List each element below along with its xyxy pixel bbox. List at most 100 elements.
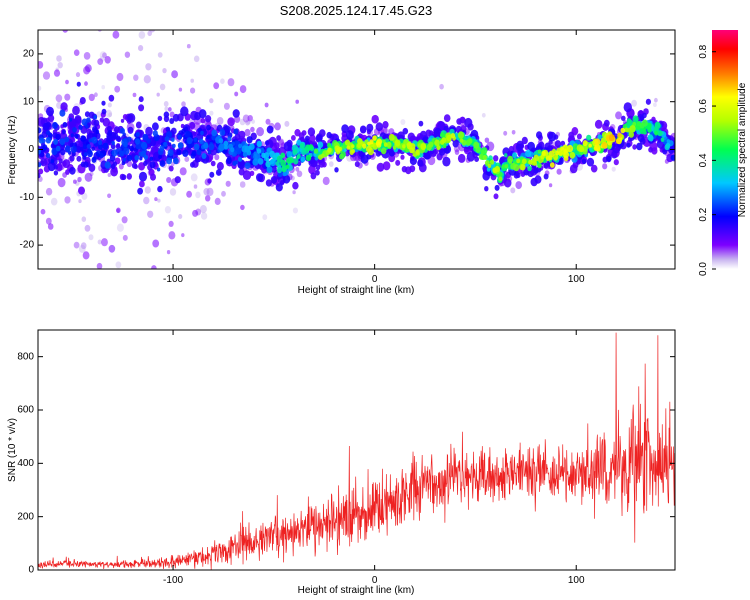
spectrogram-cell	[636, 142, 643, 151]
spectrogram-cell	[369, 139, 374, 145]
spectrogram-cell	[177, 134, 182, 140]
spectrogram-cell	[457, 131, 465, 139]
spectrogram-cell	[549, 162, 555, 168]
spectrogram-cell	[621, 115, 626, 122]
spectrogram-cell	[55, 133, 61, 141]
spectrogram-cell	[38, 127, 42, 134]
spectrogram-cell	[76, 11, 82, 18]
spectrogram-cell	[664, 144, 670, 151]
spectrogram-cell	[98, 143, 103, 150]
spectrogram-cell	[77, 176, 82, 183]
spectrogram-cell	[159, 83, 166, 91]
spectrogram-cell	[654, 131, 659, 136]
spectrogram-cell	[292, 190, 296, 195]
snr-background	[38, 330, 675, 570]
spectrogram-cell	[246, 136, 253, 144]
spectrogram-cell	[530, 177, 538, 187]
spectrogram-cell	[409, 165, 416, 173]
spectrogram-cell	[261, 152, 266, 158]
spectrogram-cell	[149, 156, 154, 161]
spectrogram-cell	[69, 166, 76, 175]
spectrogram-cell	[388, 133, 395, 141]
spectrogram-cell	[563, 148, 568, 154]
spectrogram-cell	[455, 125, 462, 134]
spectrogram-cell	[232, 160, 237, 166]
spectrogram-ytick-label: -10	[20, 192, 35, 203]
spectrogram-cell	[579, 146, 585, 153]
spectrogram-cell	[632, 115, 639, 123]
spectrogram-cell	[376, 162, 385, 172]
spectrogram-cell	[286, 157, 292, 164]
spectrogram-cell	[145, 126, 153, 136]
spectrogram-cell	[206, 135, 210, 140]
spectrogram-cell	[78, 199, 82, 204]
spectrogram-cell	[628, 131, 634, 138]
spectrogram-cell	[102, 117, 111, 127]
spectrogram-cell	[70, 133, 74, 138]
spectrogram-cell	[168, 220, 174, 227]
spectrogram-cell	[558, 150, 564, 157]
spectrogram-cell	[91, 146, 95, 151]
spectrogram-cell	[227, 136, 232, 142]
spectrogram-cell	[171, 70, 179, 79]
spectrogram-cell	[53, 170, 59, 176]
spectrogram-cell	[545, 155, 551, 161]
spectrogram-cell	[639, 115, 645, 122]
spectrogram-cell	[198, 109, 207, 119]
spectrogram-cell	[157, 115, 163, 122]
spectrogram-cell	[230, 147, 235, 153]
spectrogram-cell	[341, 124, 349, 133]
spectrogram-cell	[126, 154, 133, 162]
spectrogram-cell	[511, 130, 516, 135]
spectrogram-cell	[52, 122, 58, 129]
spectrogram-cell	[156, 167, 161, 172]
spectrogram-cell	[478, 153, 484, 160]
spectrogram-cell	[123, 147, 130, 155]
spectrogram-cell	[310, 172, 317, 180]
spectrogram-cell	[116, 223, 124, 232]
spectrogram-cell	[344, 139, 351, 146]
spectrogram-cell	[521, 136, 528, 145]
spectrogram-cell	[474, 156, 479, 162]
spectrogram-cell	[240, 204, 245, 211]
spectrogram-cell	[280, 152, 286, 159]
spectrogram-cell	[45, 152, 51, 159]
spectrogram-cell	[152, 239, 160, 248]
spectrogram-heat	[38, 11, 675, 301]
spectrogram-cell	[89, 296, 94, 301]
spectrogram-cell	[326, 131, 332, 139]
spectrogram-cell	[418, 120, 424, 127]
spectrogram-cell	[238, 143, 243, 149]
snr-xtick-label: -100	[163, 575, 183, 586]
spectrogram-cell	[99, 152, 104, 159]
spectrogram-cell	[608, 134, 615, 142]
spectrogram-cell	[256, 173, 264, 182]
snr-ytick-label: 600	[17, 405, 34, 416]
spectrogram-cell	[265, 157, 270, 162]
spectrogram-cell	[143, 154, 148, 160]
spectrogram-cell	[73, 49, 80, 56]
spectrogram-cell	[107, 102, 112, 108]
spectrogram-cell	[219, 129, 226, 136]
spectrogram-cell	[116, 72, 124, 82]
spectrogram-cell	[284, 120, 290, 127]
spectrogram-cell	[164, 136, 170, 142]
spectrogram-cell	[602, 163, 608, 170]
spectrogram-cell	[632, 144, 637, 150]
spectrogram-cell	[244, 128, 251, 137]
spectrogram-ylabel: Frequency (Hz)	[7, 116, 18, 185]
spectrogram-cell	[503, 178, 512, 188]
spectrogram-cell	[456, 118, 462, 125]
spectrogram-cell	[354, 161, 360, 168]
spectrogram-cell	[365, 145, 372, 153]
spectrogram-cell	[220, 78, 225, 84]
spectrogram-cell	[275, 161, 280, 167]
spectrogram-cell	[55, 94, 63, 103]
spectrogram-cell	[242, 114, 250, 123]
spectrogram-cell	[145, 63, 152, 71]
spectrogram-cell	[400, 154, 405, 160]
spectrogram-cell	[193, 184, 198, 189]
spectrogram-cell	[109, 154, 116, 162]
spectrogram-cell	[223, 140, 229, 147]
spectrogram-cell	[107, 130, 113, 137]
